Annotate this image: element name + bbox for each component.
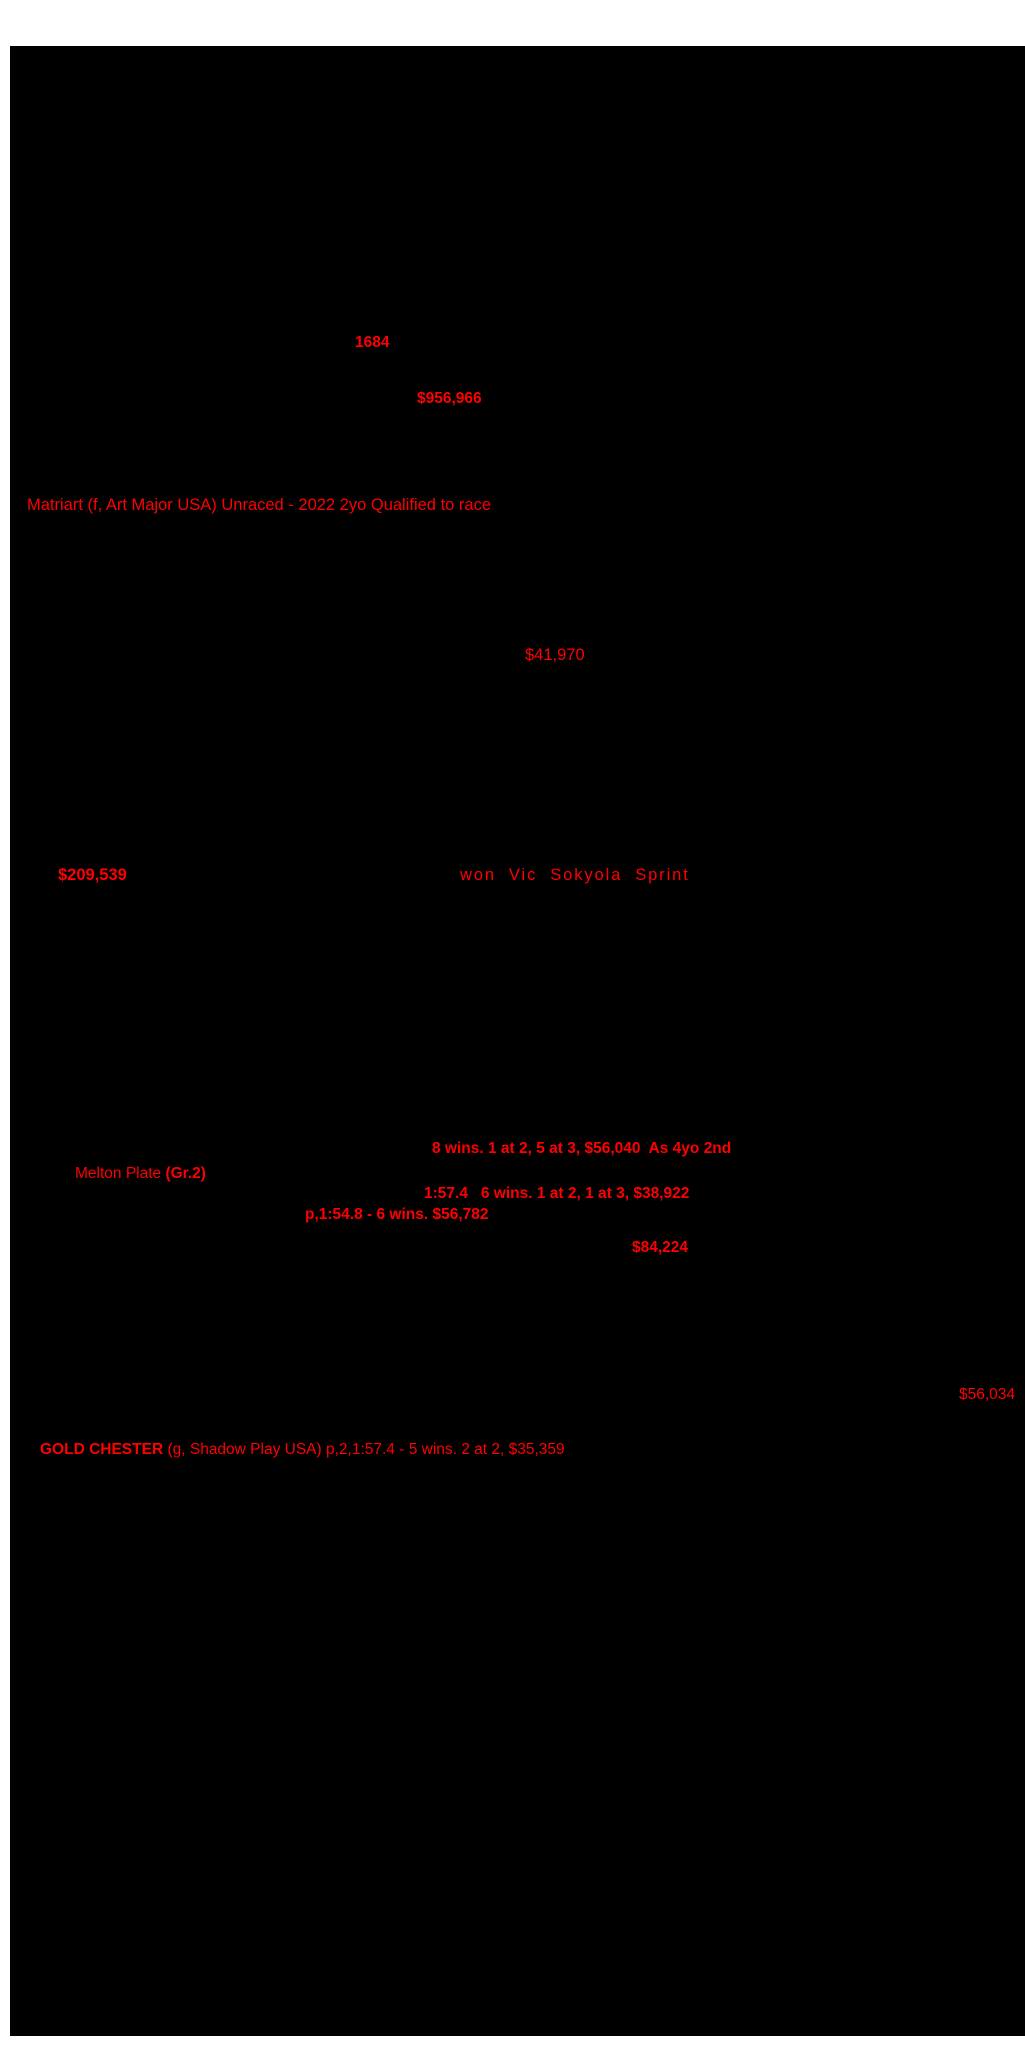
earnings-84224-text: $84,224 [632, 1239, 689, 1256]
melton-plate-race-label: Melton Plate (Gr.2) [75, 1165, 206, 1182]
record-8-wins-text: 8 wins. 1 at 2, 5 at 3, $56,040 As 4yo 2… [432, 1140, 732, 1157]
earnings-209539-text: $209,539 [58, 866, 127, 884]
earnings-top-text: $956,966 [417, 390, 482, 407]
won-vic-sokyola-sprint-text: won Vic Sokyola Sprint [460, 866, 690, 884]
record-p1548-text: p,1:54.8 - 6 wins. $56,782 [305, 1206, 489, 1223]
record-1574-text: 1:57.4 6 wins. 1 at 2, 1 at 3, $38,922 [424, 1185, 690, 1202]
gold-chester-name: GOLD CHESTER [40, 1441, 164, 1458]
melton-plate-grade: (Gr.2) [165, 1165, 206, 1182]
pedigree-canvas: 1684 $956,966 Matriart (f, Art Major USA… [10, 46, 1025, 2036]
melton-plate-name: Melton Plate [75, 1165, 166, 1182]
earnings-56034-text: $56,034 [958, 1386, 1015, 1403]
foal-count-text: 1684 [355, 334, 390, 351]
earnings-41970-text: $41,970 [525, 646, 585, 664]
gold-chester-detail: (g, Shadow Play USA) p,2,1:57.4 - 5 wins… [163, 1441, 565, 1458]
gold-chester-pedigree-line: GOLD CHESTER (g, Shadow Play USA) p,2,1:… [40, 1441, 565, 1458]
matriart-pedigree-line: Matriart (f, Art Major USA) Unraced - 20… [27, 496, 492, 514]
